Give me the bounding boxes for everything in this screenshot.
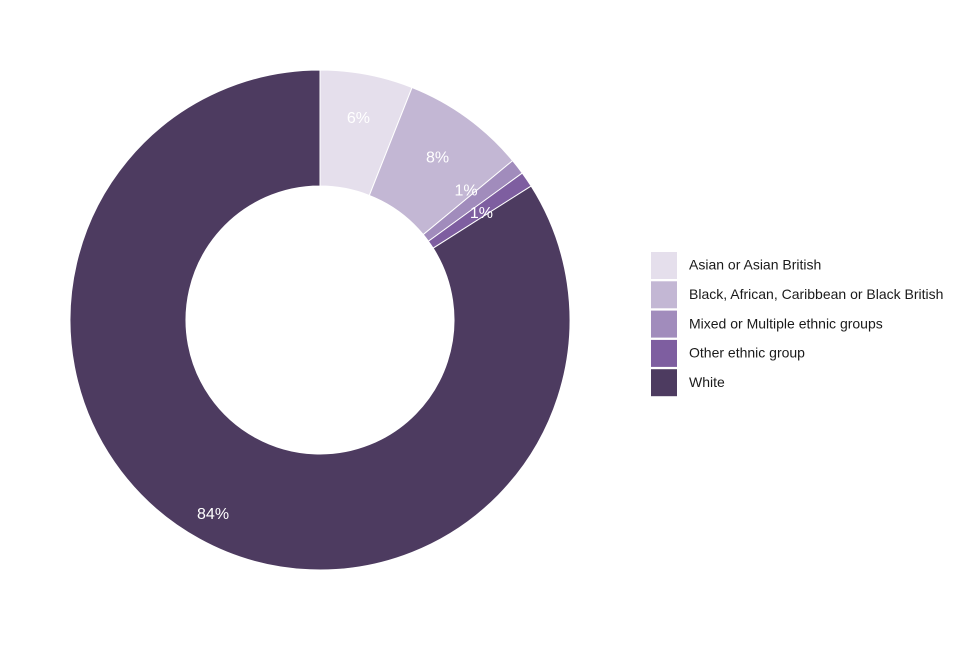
legend-swatch bbox=[651, 339, 677, 367]
donut-slices bbox=[69, 69, 571, 571]
slice-label: 84% bbox=[197, 506, 229, 523]
legend-label: Other ethnic group bbox=[689, 345, 805, 361]
legend-swatch bbox=[651, 252, 677, 279]
legend-swatch bbox=[651, 310, 677, 338]
slice-label: 8% bbox=[426, 149, 449, 166]
legend-swatch bbox=[651, 281, 677, 309]
slice-white bbox=[69, 69, 571, 571]
legend: Asian or Asian British Black, African, Ca… bbox=[651, 252, 943, 397]
legend-label: Mixed or Multiple ethnic groups bbox=[689, 315, 883, 331]
legend-label: White bbox=[689, 374, 725, 390]
legend-label: Black, African, Caribbean or Black Briti… bbox=[689, 286, 943, 302]
legend-label: Asian or Asian British bbox=[689, 257, 821, 273]
slice-label: 6% bbox=[347, 110, 370, 127]
slice-label: 1% bbox=[454, 183, 477, 200]
slice-labels: 6% 8% 1% 1% 84% bbox=[197, 110, 493, 523]
slice-label: 1% bbox=[470, 205, 493, 222]
legend-swatch bbox=[651, 369, 677, 397]
